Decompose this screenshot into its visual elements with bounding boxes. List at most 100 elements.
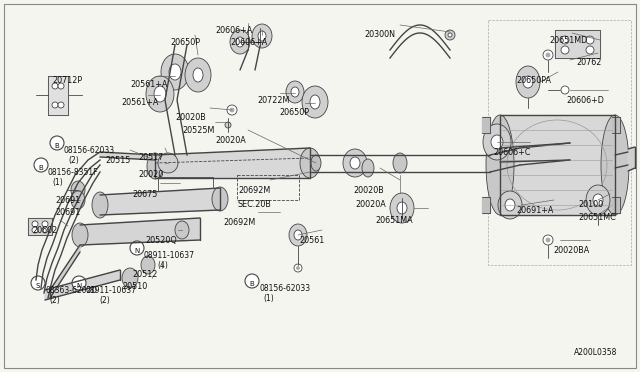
Ellipse shape — [486, 115, 514, 215]
Polygon shape — [482, 197, 490, 213]
Circle shape — [50, 136, 64, 150]
Text: 20520Q: 20520Q — [145, 236, 177, 245]
Text: (1): (1) — [263, 294, 274, 303]
Circle shape — [58, 83, 64, 89]
Circle shape — [32, 227, 38, 233]
Ellipse shape — [350, 157, 360, 169]
Ellipse shape — [212, 187, 228, 211]
Text: 08156-62033: 08156-62033 — [259, 284, 310, 293]
Ellipse shape — [146, 76, 174, 112]
Text: 20515: 20515 — [105, 156, 131, 165]
Circle shape — [52, 83, 58, 89]
Polygon shape — [100, 152, 155, 160]
Text: 20602: 20602 — [32, 226, 57, 235]
Ellipse shape — [72, 223, 88, 247]
Text: 20722M: 20722M — [257, 96, 289, 105]
Polygon shape — [612, 197, 620, 213]
Polygon shape — [555, 30, 600, 58]
Polygon shape — [628, 147, 635, 171]
Text: (2): (2) — [68, 156, 79, 165]
Circle shape — [561, 46, 569, 54]
Text: 20692M: 20692M — [238, 186, 270, 195]
Ellipse shape — [362, 159, 374, 177]
Text: 20561+A: 20561+A — [130, 80, 168, 89]
Circle shape — [561, 86, 569, 94]
Text: N: N — [76, 283, 82, 289]
Bar — [488, 20, 631, 265]
Ellipse shape — [343, 149, 367, 177]
Ellipse shape — [258, 31, 266, 41]
Text: 08156-62033: 08156-62033 — [64, 146, 115, 155]
Ellipse shape — [161, 54, 189, 90]
Text: 20692M: 20692M — [223, 218, 255, 227]
Circle shape — [31, 276, 45, 290]
Bar — [158, 177, 213, 191]
Circle shape — [245, 274, 259, 288]
Text: 08363-6202D: 08363-6202D — [45, 286, 97, 295]
Ellipse shape — [397, 202, 407, 214]
Text: 08911-10637: 08911-10637 — [144, 251, 195, 260]
Text: 20020: 20020 — [138, 170, 163, 179]
Ellipse shape — [601, 115, 629, 215]
Text: 20650P: 20650P — [279, 108, 309, 117]
Text: 08911-10637: 08911-10637 — [86, 286, 137, 295]
Ellipse shape — [498, 191, 522, 219]
Text: 20020BA: 20020BA — [553, 246, 589, 255]
Text: 20020A: 20020A — [215, 136, 246, 145]
Circle shape — [586, 46, 594, 54]
Circle shape — [225, 122, 231, 128]
Polygon shape — [155, 148, 310, 178]
Polygon shape — [100, 188, 220, 215]
Circle shape — [227, 105, 237, 115]
Ellipse shape — [185, 58, 211, 92]
Ellipse shape — [302, 86, 328, 118]
Text: SEC.20B: SEC.20B — [237, 200, 271, 209]
Circle shape — [230, 108, 234, 112]
Circle shape — [42, 221, 48, 227]
Polygon shape — [80, 218, 200, 245]
Ellipse shape — [252, 24, 272, 48]
Circle shape — [561, 36, 569, 44]
Ellipse shape — [154, 86, 166, 102]
Text: B: B — [38, 165, 44, 171]
Text: 08156-8351F: 08156-8351F — [48, 168, 99, 177]
Circle shape — [296, 266, 300, 269]
Text: S: S — [36, 283, 40, 289]
Text: 20100: 20100 — [578, 200, 603, 209]
Polygon shape — [45, 270, 120, 300]
Text: 20606+A: 20606+A — [230, 38, 268, 47]
Text: 20691: 20691 — [55, 196, 80, 205]
Circle shape — [52, 102, 58, 108]
Circle shape — [294, 264, 302, 272]
Ellipse shape — [586, 185, 610, 215]
Ellipse shape — [236, 37, 244, 47]
Ellipse shape — [193, 68, 203, 82]
Text: 20651MC: 20651MC — [578, 213, 616, 222]
Ellipse shape — [483, 124, 511, 160]
Text: 20525M: 20525M — [182, 126, 214, 135]
Ellipse shape — [502, 148, 518, 172]
Circle shape — [543, 235, 553, 245]
Circle shape — [72, 276, 86, 290]
Text: B: B — [54, 143, 60, 149]
Ellipse shape — [141, 256, 155, 274]
Text: 20691: 20691 — [55, 208, 80, 217]
Ellipse shape — [169, 64, 181, 80]
Text: 20675: 20675 — [132, 190, 157, 199]
Text: 20020B: 20020B — [175, 113, 205, 122]
Ellipse shape — [491, 135, 503, 149]
Ellipse shape — [71, 191, 85, 209]
Text: 20512: 20512 — [132, 270, 157, 279]
Polygon shape — [500, 115, 615, 215]
Text: (1): (1) — [52, 178, 63, 187]
Circle shape — [543, 50, 553, 60]
Ellipse shape — [291, 87, 299, 97]
Ellipse shape — [311, 155, 321, 171]
Circle shape — [58, 102, 64, 108]
Text: 20606+D: 20606+D — [566, 96, 604, 105]
Ellipse shape — [92, 192, 108, 218]
Text: 20691+A: 20691+A — [516, 206, 554, 215]
Circle shape — [448, 33, 452, 37]
Polygon shape — [612, 117, 620, 133]
Text: B: B — [250, 281, 254, 287]
